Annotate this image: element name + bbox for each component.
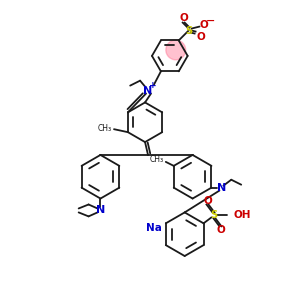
Text: N: N	[143, 85, 153, 96]
Text: N: N	[217, 183, 226, 193]
Text: O: O	[203, 196, 212, 206]
Text: S: S	[185, 26, 192, 35]
Text: −: −	[206, 16, 215, 26]
Text: CH₃: CH₃	[98, 124, 112, 133]
Text: Na: Na	[146, 223, 162, 233]
Text: CH₃: CH₃	[150, 155, 164, 164]
Text: N: N	[96, 206, 105, 215]
Text: OH: OH	[233, 210, 251, 220]
Text: O: O	[196, 32, 205, 43]
Text: +: +	[149, 81, 157, 90]
Text: O: O	[179, 13, 188, 22]
Circle shape	[166, 40, 186, 60]
Text: S: S	[210, 210, 217, 220]
Text: O: O	[199, 20, 208, 30]
Text: O: O	[216, 225, 225, 235]
